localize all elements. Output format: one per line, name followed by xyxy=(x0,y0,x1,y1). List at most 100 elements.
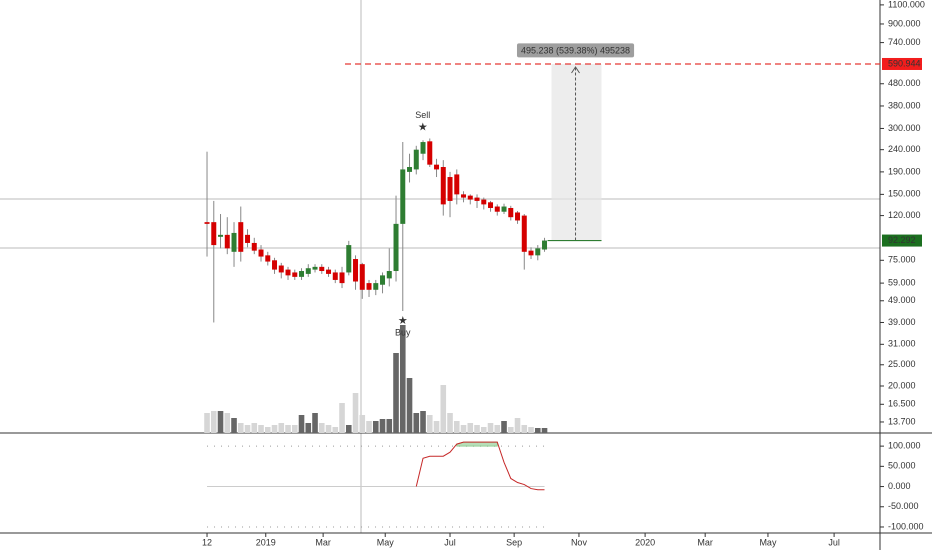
volume-bar xyxy=(379,419,386,433)
y-tick-label: 480.000 xyxy=(888,78,921,88)
candle-body xyxy=(211,222,217,246)
x-tick-label: May xyxy=(377,537,395,547)
indicator-tick-label: 100.000 xyxy=(888,441,921,451)
volume-bar xyxy=(258,425,264,433)
volume-bar xyxy=(426,415,433,433)
measure-label: 495.238 (539.38%) 495238 xyxy=(521,45,630,55)
candle-body xyxy=(494,206,500,212)
indicator-tick-label: 50.000 xyxy=(888,461,916,471)
sell-star: ★ xyxy=(418,121,428,133)
candle-body xyxy=(508,207,514,218)
volume-bar xyxy=(433,421,440,433)
x-tick-label: Jul xyxy=(444,537,456,547)
buy-annotation: Buy xyxy=(395,327,411,337)
volume-bar xyxy=(420,411,426,433)
buy-star: ★ xyxy=(398,315,408,327)
candle-body xyxy=(447,177,453,201)
volume-bar xyxy=(204,413,210,433)
volume-bar xyxy=(507,427,514,433)
candle-body xyxy=(521,215,527,252)
candle-body xyxy=(454,174,460,195)
candle-body xyxy=(400,169,406,224)
candle-body xyxy=(305,268,311,274)
candle-body xyxy=(373,283,379,290)
indicator-tick-label: 0.000 xyxy=(888,481,911,491)
candle-body xyxy=(251,242,257,251)
candle-body xyxy=(238,222,244,252)
y-tick-label: 150.000 xyxy=(888,189,921,199)
volume-bar xyxy=(325,425,332,433)
candle-body xyxy=(319,266,325,272)
volume-bar xyxy=(345,425,352,433)
candle-body xyxy=(346,245,352,273)
y-tick-label: 300.000 xyxy=(888,123,921,133)
x-tick-label: Sep xyxy=(506,537,522,547)
candle-body xyxy=(278,265,284,273)
indicator-tick-label: -50.000 xyxy=(888,501,919,511)
x-tick-label: Mar xyxy=(315,537,331,547)
volume-bar xyxy=(467,423,474,433)
x-tick-label: Jul xyxy=(828,537,840,547)
candle-body xyxy=(299,271,305,277)
volume-bar xyxy=(528,427,534,433)
volume-bar xyxy=(217,411,224,433)
x-tick-label: 2019 xyxy=(256,537,276,547)
volume-bar xyxy=(298,415,305,433)
x-tick-label: 2020 xyxy=(635,537,655,547)
candle-body xyxy=(245,234,251,243)
candle-body xyxy=(204,222,210,224)
candle-body xyxy=(440,167,446,205)
candle-body xyxy=(467,195,473,200)
y-tick-label: 75.000 xyxy=(888,255,916,265)
volume-bar xyxy=(291,425,298,433)
x-tick-label: Nov xyxy=(571,537,588,547)
candle-body xyxy=(481,199,487,205)
y-tick-label: 380.000 xyxy=(888,100,921,110)
y-tick-label: 120.000 xyxy=(888,210,921,220)
volume-bar xyxy=(447,413,453,433)
last-price-tag xyxy=(882,234,922,247)
candle-body xyxy=(265,255,271,262)
y-tick-label: 59.000 xyxy=(888,277,916,287)
indicator-line xyxy=(415,441,545,491)
x-tick-label: May xyxy=(759,537,777,547)
y-tick-label: 20.000 xyxy=(888,380,916,390)
volume-bar xyxy=(487,423,494,433)
volume-bar xyxy=(494,425,501,433)
candle-body xyxy=(427,141,433,165)
volume-bar xyxy=(366,421,372,433)
x-tick-label: Mar xyxy=(697,537,713,547)
volume-bar xyxy=(237,423,244,433)
candle-body xyxy=(434,164,440,170)
candle-body xyxy=(535,248,541,256)
volume-bar xyxy=(474,425,480,433)
y-tick-label: 25.000 xyxy=(888,359,916,369)
candle-body xyxy=(326,269,332,274)
volume-bar xyxy=(305,423,312,433)
volume-bar xyxy=(271,425,278,433)
last-price-label: 92.292 xyxy=(888,235,916,245)
candle-body xyxy=(292,272,298,277)
candle-body xyxy=(393,223,399,272)
candle-body xyxy=(258,249,264,257)
measure-arrowhead xyxy=(571,66,580,74)
volume-bar xyxy=(480,427,487,433)
candle-body xyxy=(339,272,345,284)
target-price-label: 590.944 xyxy=(888,58,921,68)
candle-body xyxy=(272,260,278,270)
sell-annotation: Sell xyxy=(415,110,430,120)
y-tick-label: 240.000 xyxy=(888,144,921,154)
candle-body xyxy=(413,149,419,170)
candle-body xyxy=(515,212,521,221)
candle-body xyxy=(312,266,318,270)
volume-bar xyxy=(318,423,325,433)
y-tick-label: 190.000 xyxy=(888,166,921,176)
indicator-tick-label: -100.000 xyxy=(888,521,924,531)
y-tick-label: 740.000 xyxy=(888,37,921,47)
volume-bar xyxy=(399,325,406,433)
volume-bar xyxy=(514,418,521,433)
volume-bar xyxy=(453,421,460,433)
